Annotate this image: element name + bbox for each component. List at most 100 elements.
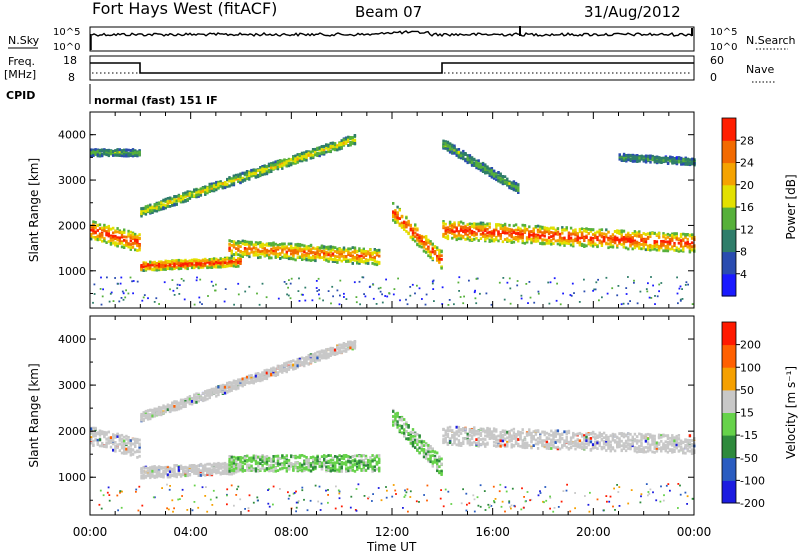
power-cell [552,242,555,245]
power-cell [221,260,225,264]
power-cell [416,243,419,247]
power-cell [666,232,670,236]
power-cell [263,165,266,169]
power-cell [290,249,293,253]
power-cell [360,260,363,263]
power-cell [208,262,211,265]
power-speckle-dot [562,292,564,295]
velocity-cell [160,413,163,417]
velocity-cell [101,430,104,434]
power-cell [112,241,115,245]
power-cell [684,235,687,239]
power-speckle-dot [687,283,689,286]
power-speckle-dot [681,298,684,300]
power-cell [303,244,306,248]
power-cell [530,238,533,241]
power-cell [602,239,606,243]
power-cell [112,234,115,238]
power-cell [340,259,343,263]
power-cell [425,247,428,251]
power-cell [241,251,244,255]
power-cell [455,229,458,233]
velocity-cell [223,461,227,465]
power-cell [558,240,562,244]
power-cell [265,248,269,252]
power-speckle-dot [625,287,628,289]
power-cell [547,232,551,236]
velocity-cell [212,462,216,466]
power-cell [243,247,247,250]
power-cell [550,239,553,242]
power-cell [655,240,659,244]
velocity-cell [208,467,211,471]
power-cell [684,233,687,236]
velocity-cell [206,391,209,394]
power-cell [690,233,694,237]
power-cell [226,178,229,181]
power-cell [173,195,176,198]
power-cell [290,244,293,248]
power-speckle-dot [678,287,681,290]
power-cell [616,231,619,235]
power-speckle-dot [112,300,115,302]
power-cell [627,155,630,159]
power-cell [611,240,615,244]
power-cell [591,240,595,243]
power-speckle-dot [622,302,625,305]
power-cell [162,261,165,264]
power-speckle-dot [318,293,320,296]
power-cell [657,244,661,248]
power-cell [679,232,683,236]
power-cell [300,155,304,159]
power-cell [217,183,220,187]
power-cell [414,223,417,227]
power-cell [329,256,332,260]
velocity-cell [217,390,220,394]
power-cell [653,231,656,235]
power-cell [125,235,128,239]
velocity-cell [234,465,238,468]
power-cell [197,258,200,262]
power-cell [495,178,498,182]
power-cell [239,173,242,176]
velocity-cell [168,404,172,407]
power-cell [290,252,293,256]
power-cell [473,161,476,165]
power-cell [425,237,428,241]
power-cell [160,268,163,271]
power-cell [457,221,461,225]
power-cell [497,176,500,180]
power-speckle-dot [297,290,300,292]
power-cell [358,249,361,253]
power-cell [239,245,242,248]
power-cell [318,246,321,250]
power-speckle-dot [369,285,372,288]
power-cell [298,154,302,157]
nsky-label: N.Sky [8,34,40,47]
power-speckle-dot [237,293,240,296]
power-cell [484,233,487,237]
power-cell [219,182,222,186]
power-cell [345,255,348,258]
power-speckle-dot [611,287,614,290]
power-cell [182,265,185,269]
power-cell [107,240,110,243]
power-speckle-dot [520,294,523,297]
power-cell [210,182,214,186]
power-cell [499,174,502,178]
power-cell [210,189,214,193]
power-cell [501,227,505,231]
velocity-cell [237,466,240,470]
power-cell [512,229,516,233]
velocity-cell [208,393,211,397]
power-cell [360,258,363,262]
power-cell [541,241,544,245]
velocity-cell [206,389,209,393]
power-cell [691,161,694,165]
power-cell [193,259,196,263]
power-cell [660,244,663,248]
power-cell [179,261,183,265]
power-cell [232,264,236,268]
power-cell [569,226,573,230]
power-cell [98,223,102,227]
